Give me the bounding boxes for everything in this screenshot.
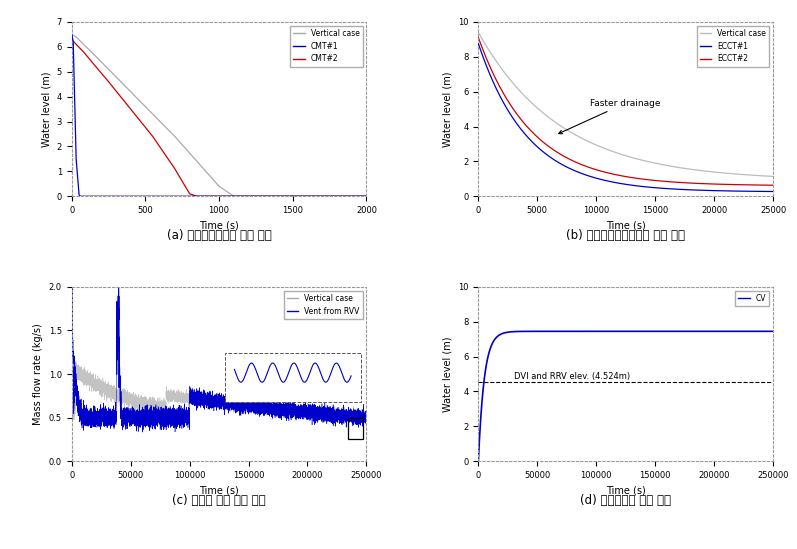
Bar	[347, 418, 363, 439]
Y-axis label: Water level (m): Water level (m)	[442, 71, 453, 147]
Legend: CV: CV	[735, 290, 769, 306]
Y-axis label: Mass flow rate (kg/s): Mass flow rate (kg/s)	[33, 323, 43, 425]
Text: DVI and RRV elev. (4.524m): DVI and RRV elev. (4.524m)	[514, 372, 630, 381]
Y-axis label: Water level (m): Water level (m)	[41, 71, 51, 147]
Legend: Vertical case, Vent from RVV: Vertical case, Vent from RVV	[284, 290, 363, 318]
Text: Faster drainage: Faster drainage	[559, 99, 661, 134]
X-axis label: Time (s): Time (s)	[199, 221, 239, 231]
X-axis label: Time (s): Time (s)	[199, 485, 239, 495]
Bar	[225, 353, 360, 402]
Y-axis label: Water level (m): Water level (m)	[442, 337, 453, 412]
Legend: Vertical case, CMT#1, CMT#2: Vertical case, CMT#1, CMT#2	[290, 26, 363, 66]
X-axis label: Time (s): Time (s)	[606, 485, 646, 495]
Text: (d) 격납용기의 수위 변화: (d) 격납용기의 수위 변화	[580, 494, 671, 507]
Legend: Vertical case, ECCT#1, ECCT#2: Vertical case, ECCT#1, ECCT#2	[697, 26, 769, 66]
Text: (a) 노심보충수조의 수위 변화: (a) 노심보충수조의 수위 변화	[167, 229, 272, 242]
X-axis label: Time (s): Time (s)	[606, 221, 646, 231]
Text: (b) 비상노심냉각수조의 수위 변화: (b) 비상노심냉각수조의 수위 변화	[566, 229, 685, 242]
Text: (c) 재순환 질량 유량 변화: (c) 재순환 질량 유량 변화	[172, 494, 266, 507]
